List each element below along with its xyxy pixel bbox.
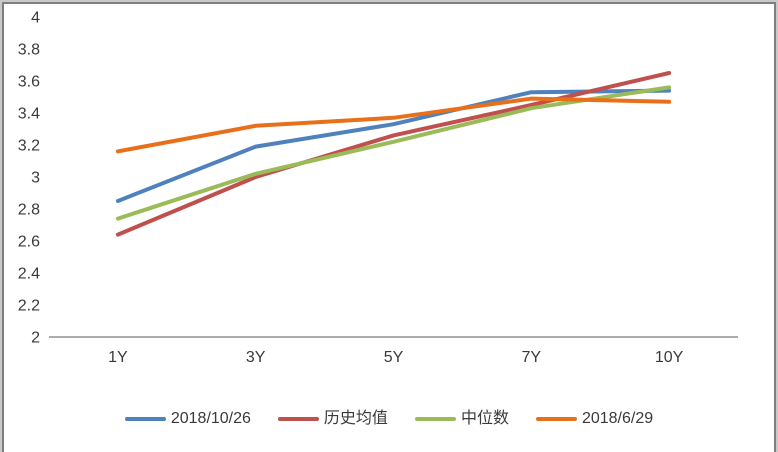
legend-item-0[interactable]: 2018/10/26 <box>124 410 251 427</box>
y-axis-tick-label: 3.2 <box>18 138 40 155</box>
legend-label: 2018/6/29 <box>581 410 654 427</box>
y-axis-tick-label: 3.4 <box>18 106 40 123</box>
legend-marker-icon <box>414 416 456 422</box>
series-line-0[interactable] <box>115 88 672 203</box>
x-axis-category-label: 5Y <box>384 349 404 366</box>
legend-label: 历史均值 <box>323 410 388 427</box>
series-line-3[interactable] <box>115 96 672 154</box>
x-axis-category-label: 10Y <box>655 349 684 366</box>
legend-marker-icon <box>277 416 319 422</box>
y-axis-tick-label: 2.8 <box>18 202 40 219</box>
x-axis-category-label: 7Y <box>522 349 542 366</box>
y-axis-tick-label: 3.6 <box>18 74 40 91</box>
line-chart-plot: 2 2.2 2.4 2.6 2.8 3 3.2 3.4 3.6 3.8 4 1Y 3Y 5Y 7Y 10Y <box>18 10 738 366</box>
legend-label: 2018/10/26 <box>170 410 251 427</box>
legend-marker-icon <box>535 416 577 422</box>
x-axis-category-label: 3Y <box>246 349 266 366</box>
legend: 2018/10/26 历史均值 中位数 2018/6/29 <box>4 402 774 436</box>
y-axis-tick-label: 4 <box>31 10 40 27</box>
y-axis-tick-label: 2.6 <box>18 234 40 251</box>
y-axis-tick-label: 2 <box>31 330 40 347</box>
y-axis-tick-label: 2.4 <box>18 266 40 283</box>
legend-item-1[interactable]: 历史均值 <box>277 410 388 427</box>
y-axis-tick-label: 2.2 <box>18 298 40 315</box>
series-line-1[interactable] <box>115 71 672 237</box>
legend-marker-icon <box>124 416 166 422</box>
legend-item-2[interactable]: 中位数 <box>414 410 509 427</box>
y-axis-tick-label: 3.8 <box>18 42 40 59</box>
y-axis-tick-label: 3 <box>31 170 40 187</box>
x-axis-category-label: 1Y <box>108 349 128 366</box>
legend-label: 中位数 <box>460 410 509 427</box>
legend-item-3[interactable]: 2018/6/29 <box>535 410 654 427</box>
